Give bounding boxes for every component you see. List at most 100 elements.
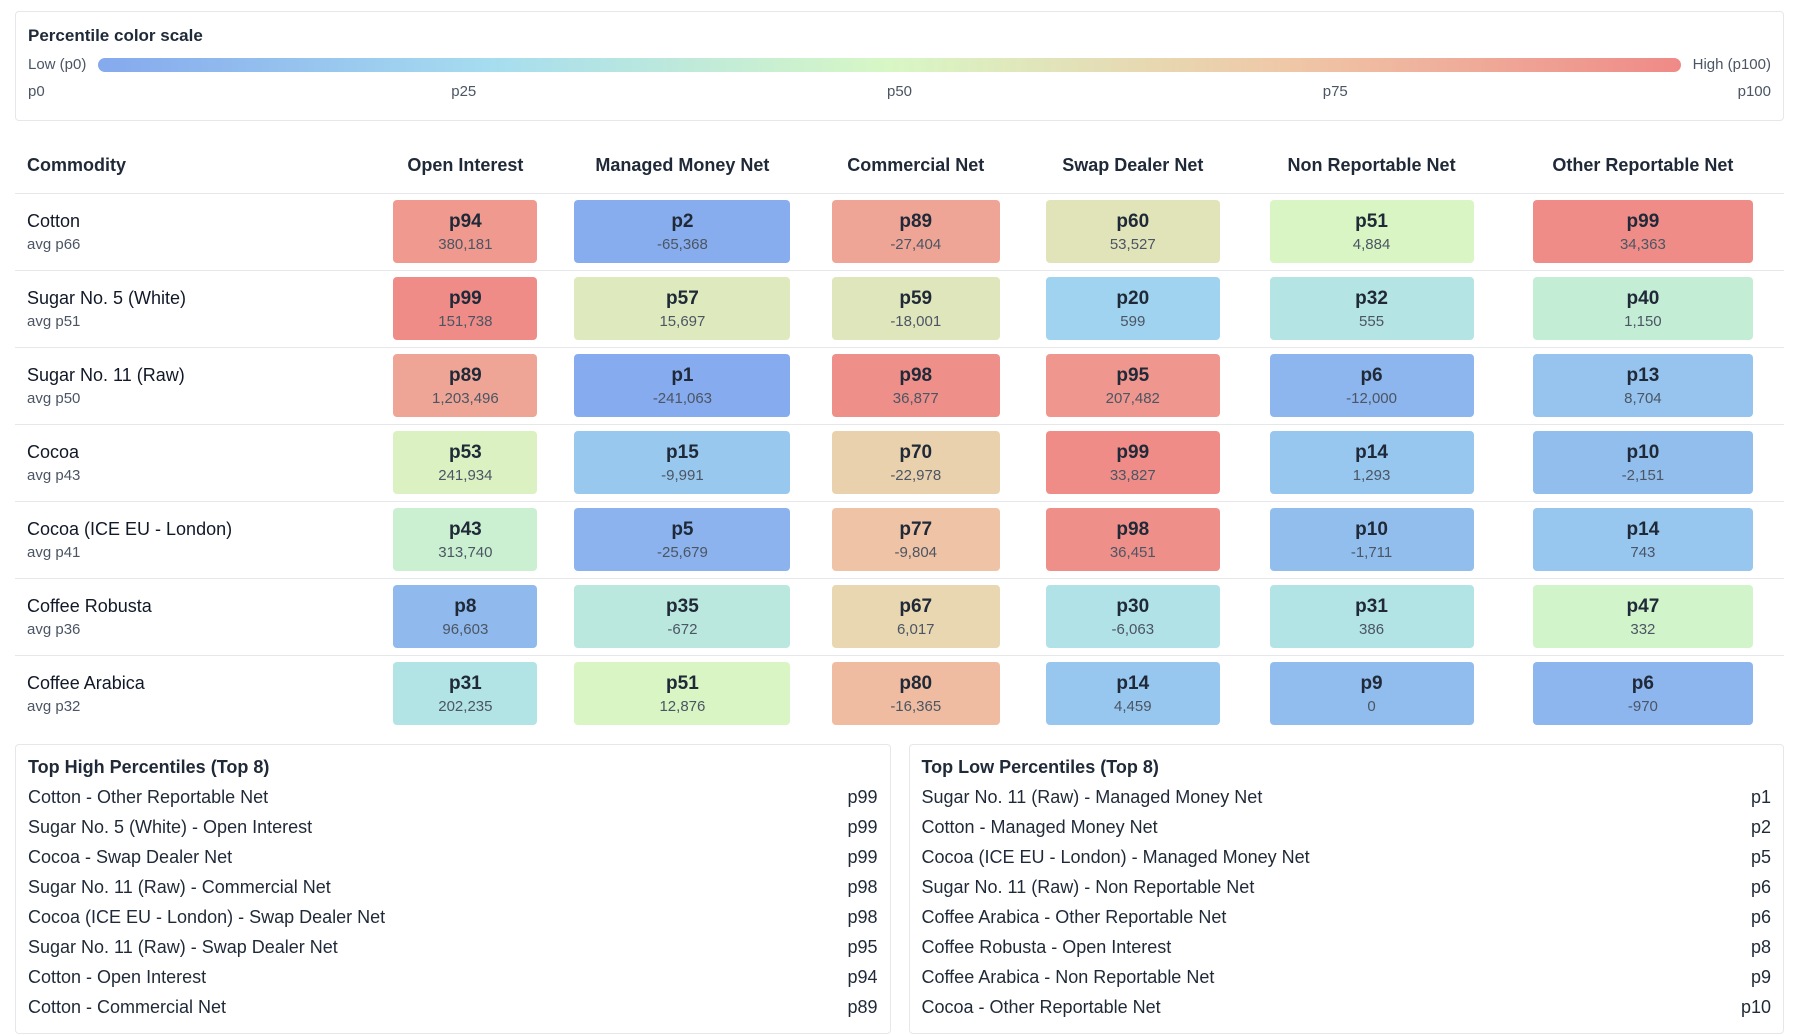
percentile-label: p89 — [449, 364, 482, 386]
percentile-label: p60 — [1116, 210, 1150, 232]
percentile-label: p99 — [1116, 441, 1150, 463]
list-item-label: Coffee Robusta - Open Interest — [921, 936, 1172, 957]
commodity-avg: avg p66 — [27, 235, 81, 253]
heatmap-cell-wrap: p10 -2,151 — [1501, 424, 1784, 502]
commodity-cell: Sugar No. 11 (Raw) avg p50 — [15, 347, 374, 425]
legend-high-label: High (p100) — [1692, 56, 1771, 73]
list-item-value: p99 — [847, 786, 878, 807]
heatmap-cell: p98 36,877 — [831, 354, 1000, 417]
legend-tick: p50 — [886, 83, 913, 100]
heatmap-cell-wrap: p35 -672 — [557, 578, 808, 656]
percentile-label: p89 — [899, 210, 933, 232]
heatmap-cell-wrap: p40 1,150 — [1501, 270, 1784, 348]
heatmap-cell: p43 313,740 — [393, 508, 538, 571]
value-label: -65,368 — [656, 235, 708, 253]
top-high-item: Sugar No. 5 (White) - Open Interest p99 — [28, 812, 878, 842]
commodity-name: Coffee Robusta — [27, 595, 152, 616]
value-label: -27,404 — [890, 235, 942, 253]
list-item-value: p99 — [847, 816, 878, 837]
percentile-label: p8 — [454, 595, 477, 617]
list-item-label: Sugar No. 5 (White) - Open Interest — [28, 816, 313, 837]
value-label: 36,451 — [1109, 543, 1156, 561]
value-label: 380,181 — [438, 235, 493, 253]
percentile-label: p98 — [1116, 518, 1150, 540]
top-low-item: Sugar No. 11 (Raw) - Non Reportable Net p… — [922, 872, 1772, 902]
heatmap-cell: p13 8,704 — [1532, 354, 1753, 417]
value-label: -672 — [667, 620, 698, 638]
value-label: 8,704 — [1624, 389, 1662, 407]
percentile-label: p6 — [1360, 364, 1383, 386]
commodity-name: Cocoa — [27, 441, 80, 462]
commodity-avg: avg p50 — [27, 389, 81, 407]
list-item-value: p1 — [1750, 786, 1771, 807]
heatmap-cell: p99 151,738 — [393, 277, 538, 340]
percentile-label: p51 — [1355, 210, 1388, 232]
heatmap-cell: p60 53,527 — [1045, 200, 1220, 263]
percentile-label: p57 — [666, 287, 699, 309]
heatmap-cell-wrap: p14 1,293 — [1241, 424, 1502, 502]
top-low-title: Top Low Percentiles (Top 8) — [921, 757, 1159, 777]
value-label: 555 — [1359, 312, 1385, 330]
percentile-label: p95 — [1116, 364, 1150, 386]
table-row: Coffee Robusta avg p36 p8 96,603 p35 -672 p67 6… — [15, 578, 1784, 656]
heatmap-cell-wrap: p99 33,827 — [1024, 424, 1242, 502]
heatmap-cell-wrap: p99 34,363 — [1501, 193, 1784, 271]
percentile-label: p13 — [1626, 364, 1660, 386]
percentile-label: p14 — [1116, 672, 1150, 694]
heatmap-cell-wrap: p98 36,451 — [1024, 501, 1242, 579]
value-label: 0 — [1367, 697, 1376, 715]
heatmap-cell-wrap: p31 386 — [1241, 578, 1502, 656]
heatmap-cell: p59 -18,001 — [831, 277, 1000, 340]
percentile-label: p53 — [449, 441, 482, 463]
top-high-item: Sugar No. 11 (Raw) - Commercial Net p98 — [28, 872, 878, 902]
value-label: 1,150 — [1624, 312, 1662, 330]
heatmap-cell: p53 241,934 — [393, 431, 538, 494]
percentile-label: p31 — [1355, 595, 1388, 617]
value-label: -22,978 — [890, 466, 942, 484]
heatmap-cell-wrap: p47 332 — [1501, 578, 1784, 656]
commodity-avg: avg p36 — [27, 620, 81, 638]
commodity-avg: avg p32 — [27, 697, 81, 715]
heatmap-cell: p70 -22,978 — [831, 431, 1000, 494]
commodity-cell: Cocoa (ICE EU - London) avg p41 — [15, 501, 374, 579]
legend-tick: p75 — [1322, 83, 1348, 100]
top-high-item: Cotton - Commercial Net p89 — [28, 992, 878, 1022]
top-low-item: Cocoa - Other Reportable Net p10 — [922, 992, 1772, 1022]
heatmap-cell-wrap: p77 -9,804 — [807, 501, 1025, 579]
value-label: -18,001 — [890, 312, 942, 330]
value-label: 743 — [1630, 543, 1656, 561]
heatmap-cell: p5 -25,679 — [574, 508, 791, 571]
percentile-label: p30 — [1116, 595, 1150, 617]
table-row: Cocoa avg p43 p53 241,934 p15 -9,991 p70 -22,97… — [15, 424, 1784, 502]
percentile-label: p99 — [449, 287, 482, 309]
heatmap-cell-wrap: p20 599 — [1024, 270, 1242, 348]
heatmap-cell: p32 555 — [1269, 277, 1474, 340]
value-label: -970 — [1627, 697, 1658, 715]
list-item-label: Cocoa (ICE EU - London) - Managed Money … — [921, 846, 1310, 867]
percentile-label: p6 — [1631, 672, 1654, 694]
legend-gradient-bar — [98, 57, 1681, 72]
heatmap-cell-wrap: p5 -25,679 — [557, 501, 808, 579]
heatmap-cell-wrap: p14 743 — [1501, 501, 1784, 579]
value-label: 202,235 — [438, 697, 493, 715]
list-item-label: Cocoa (ICE EU - London) - Swap Dealer Ne… — [28, 906, 386, 927]
list-item-value: p8 — [1750, 936, 1771, 957]
heatmap-cell: p89 -27,404 — [831, 200, 1000, 263]
heatmap-cell-wrap: p80 -16,365 — [807, 655, 1024, 732]
percentile-legend: Percentile color scale Low (p0) High (p1… — [15, 11, 1784, 121]
top-high-item: Cocoa - Swap Dealer Net p99 — [28, 842, 878, 872]
top-high-panel: Top High Percentiles (Top 8) Cotton - Ot… — [15, 744, 891, 1034]
legend-tick: p25 — [451, 83, 477, 100]
heatmap-cell-wrap: p32 555 — [1241, 270, 1502, 348]
value-label: 36,877 — [892, 389, 939, 407]
heatmap-cell-wrap: p31 202,235 — [373, 655, 557, 732]
percentile-label: p80 — [899, 672, 933, 694]
heatmap-cell: p95 207,482 — [1045, 354, 1220, 417]
list-item-label: Cocoa - Swap Dealer Net — [28, 846, 233, 867]
commodity-name: Cotton — [27, 210, 81, 231]
heatmap-cell: p77 -9,804 — [831, 508, 1000, 571]
commodity-name: Cocoa (ICE EU - London) — [27, 518, 233, 539]
heatmap-cell-wrap: p2 -65,368 — [557, 193, 808, 271]
heatmap-cell: p1 -241,063 — [574, 354, 791, 417]
commodity-name: Coffee Arabica — [27, 672, 145, 693]
